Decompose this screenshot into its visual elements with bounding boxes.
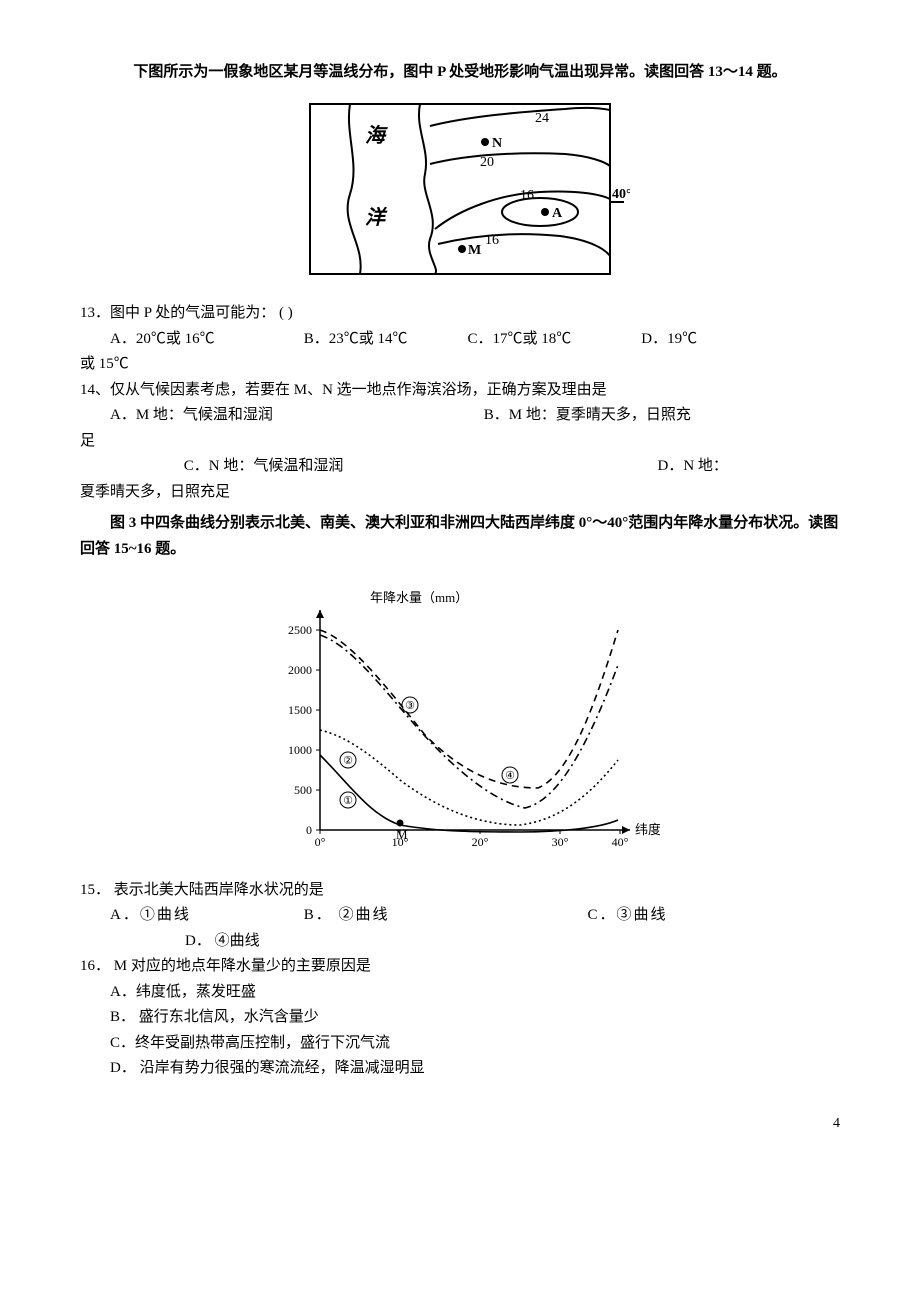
y-tick-label: 2000	[288, 663, 312, 677]
curve-c2	[320, 730, 618, 825]
lat-40-label: 40°	[612, 187, 630, 202]
point-A-label: A	[552, 206, 563, 221]
q14-option-C: C．N 地：气候温和湿润	[184, 454, 654, 480]
q14-stem: 14、仅从气候因素考虑，若要在 M、N 选一地点作海滨浴场，正确方案及理由是	[80, 378, 840, 404]
q16-option-B: B． 盛行东北信风，水汽含量少	[80, 1005, 840, 1031]
q14-option-B: B．M 地：夏季晴天多，日照充	[484, 407, 691, 423]
q13-option-A: A．20℃或 16℃	[110, 327, 300, 353]
x-tick-label: 30°	[552, 835, 569, 849]
x-tick-label: 0°	[315, 835, 326, 849]
y-tick-label: 1500	[288, 703, 312, 717]
y-tick-label: 2500	[288, 623, 312, 637]
chart-x-label: 纬度	[635, 822, 660, 837]
intro-q13-14: 下图所示为一假象地区某月等温线分布，图中 P 处受地形影响气温出现异常。读图回答…	[80, 60, 840, 86]
q13-option-D: D．19℃	[641, 331, 697, 347]
ocean-label: 洋	[365, 206, 388, 229]
series-label-4: ④	[505, 770, 515, 782]
page-number: 4	[80, 1112, 840, 1136]
series-label-1: ①	[343, 795, 353, 807]
q16-option-C: C．终年受副热带高压控制，盛行下沉气流	[80, 1031, 840, 1057]
q13-option-D-tail: 或 15℃	[80, 352, 840, 378]
q14-option-D: D．N 地：	[658, 458, 728, 474]
x-tick-label: 20°	[472, 835, 489, 849]
figure-isotherm-map: 24 20 16 16 海 洋 N A M 40°	[80, 94, 840, 294]
q15-option-B: B． ②曲线	[304, 903, 584, 929]
q16-option-D: D． 沿岸有势力很强的寒流流经，降温减湿明显	[80, 1056, 840, 1082]
iso-16a-label: 16	[520, 188, 534, 203]
q13-stem: 13．图中 P 处的气温可能为： ( )	[80, 301, 840, 327]
q15-option-C: C．③曲线	[588, 907, 668, 923]
sea-label: 海	[365, 124, 388, 147]
y-tick-label: 500	[294, 783, 312, 797]
iso-24-label: 24	[535, 111, 549, 126]
q14-option-A: A．M 地：气候温和湿润	[110, 403, 480, 429]
iso-16b-label: 16	[485, 233, 499, 248]
q14-option-B-tail: 足	[80, 429, 840, 455]
q15-option-A: A．①曲线	[110, 903, 300, 929]
q15-stem: 15． 表示北美大陆西岸降水状况的是	[80, 878, 840, 904]
chart-y-label: 年降水量（mm）	[370, 590, 468, 605]
q14-option-D-tail: 夏季晴天多，日照充足	[80, 480, 840, 506]
series-label-3: ③	[405, 700, 415, 712]
intro-q15-16: 图 3 中四条曲线分别表示北美、南美、澳大利亚和非洲四大陆西岸纬度 0°～40°…	[80, 511, 840, 562]
iso-20-label: 20	[480, 155, 494, 170]
q13-option-C: C．17℃或 18℃	[468, 327, 638, 353]
q15-option-D: D． ④曲线	[185, 933, 260, 949]
point-M-label: M	[468, 243, 481, 258]
series-label-2: ②	[343, 755, 353, 767]
q16-option-A: A．纬度低，蒸发旺盛	[80, 980, 840, 1006]
chart-M-label: M	[396, 827, 408, 842]
figure-precipitation-chart: 年降水量（mm） 纬度 05001000150020002500 0°10°20…	[80, 570, 840, 870]
q13-option-B: B．23℃或 14℃	[304, 327, 464, 353]
curve-c3	[320, 635, 618, 808]
q16-stem: 16． M 对应的地点年降水量少的主要原因是	[80, 954, 840, 980]
x-tick-label: 40°	[612, 835, 629, 849]
point-N-label: N	[492, 136, 502, 151]
curve-c1	[320, 755, 618, 832]
y-tick-label: 0	[306, 823, 312, 837]
curve-c4	[320, 630, 618, 788]
y-tick-label: 1000	[288, 743, 312, 757]
